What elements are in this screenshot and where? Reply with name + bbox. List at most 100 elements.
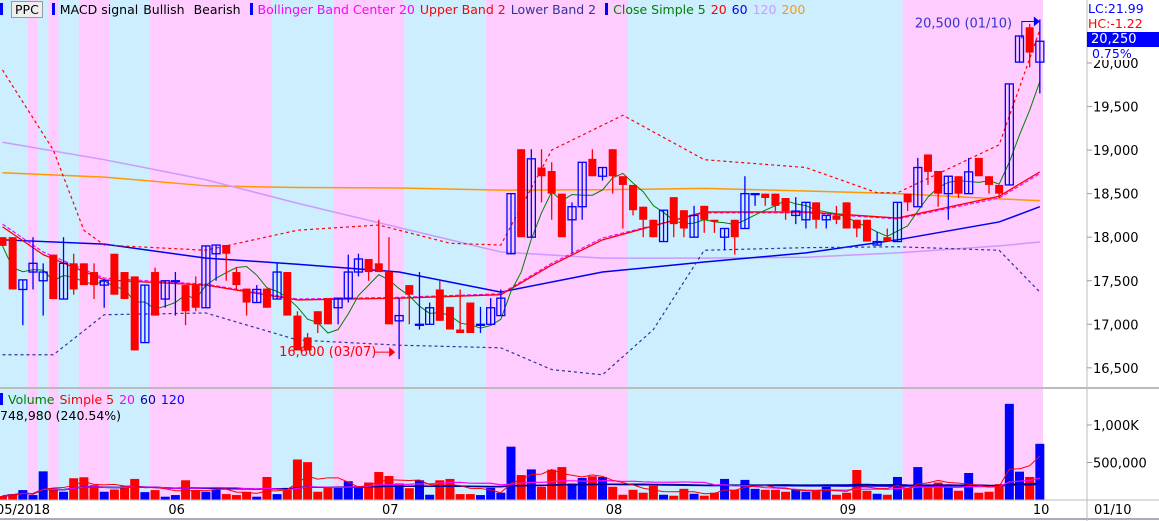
candle-down xyxy=(974,157,983,177)
price-tick-label: 17,000 xyxy=(1093,318,1139,333)
volume-bar xyxy=(394,483,404,500)
price-tick-label: 19,500 xyxy=(1093,101,1139,116)
legend-macd[interactable]: MACD signal xyxy=(59,2,139,17)
volume-bar xyxy=(465,494,475,500)
volume-bar xyxy=(770,489,780,500)
candle-up xyxy=(201,245,211,309)
candle-down xyxy=(262,288,271,308)
volume-bar xyxy=(496,492,506,500)
macd-region-bearish xyxy=(38,0,49,387)
price-legend: PPC MACD signal Bullish Bearish Bollinger… xyxy=(0,1,810,18)
legend-volume[interactable]: Volume xyxy=(8,392,55,407)
volume-bar xyxy=(130,478,140,500)
candle-down xyxy=(669,197,678,225)
volume-region-bearish xyxy=(38,389,49,500)
volume-bar xyxy=(557,467,567,500)
legend-vol-ma20: 20 xyxy=(119,392,136,407)
volume-bar xyxy=(689,493,699,500)
volume-bar xyxy=(801,491,811,500)
volume-bar xyxy=(709,492,719,500)
macd-region-bearish xyxy=(628,0,903,387)
volume-bar xyxy=(211,489,221,500)
legend-marker xyxy=(605,3,609,15)
candle-up xyxy=(28,262,38,273)
legend-bullish: Bullish xyxy=(143,2,185,17)
candle-up xyxy=(577,161,587,208)
volume-bar xyxy=(506,446,516,500)
candle-down xyxy=(313,311,322,325)
volume-bar xyxy=(618,494,628,500)
candle-up xyxy=(170,280,181,283)
volume-bar xyxy=(303,462,313,500)
candle-down xyxy=(364,258,373,273)
candle-down xyxy=(954,176,963,194)
volume-bar xyxy=(191,490,201,500)
macd-region-bearish xyxy=(272,0,334,387)
volume-bar xyxy=(475,495,485,500)
volume-bar xyxy=(242,491,252,500)
legend-vol-ma60: 60 xyxy=(140,392,156,407)
volume-bar xyxy=(231,495,241,500)
volume-region-bearish xyxy=(109,389,151,500)
candle-down xyxy=(700,205,709,220)
candle-up xyxy=(475,323,486,326)
volume-bar xyxy=(140,492,150,500)
candle-down xyxy=(374,263,383,273)
volume-bar xyxy=(89,485,99,500)
candle-down xyxy=(191,285,200,308)
volume-bar xyxy=(577,477,587,500)
volume-bar xyxy=(445,478,455,500)
volume-bar xyxy=(567,483,577,500)
volume-bar xyxy=(831,494,841,500)
candle-down xyxy=(466,302,475,334)
ma120-line xyxy=(2,141,1040,259)
candle-up xyxy=(750,192,760,196)
candle-up xyxy=(58,262,69,300)
symbol-button[interactable]: PPC xyxy=(11,1,43,18)
volume-bar xyxy=(679,488,689,500)
volume-bar xyxy=(648,485,658,500)
volume-bar xyxy=(486,487,496,500)
price-tick-label: 17,500 xyxy=(1093,275,1139,290)
volume-bar xyxy=(282,487,292,500)
volume-bar xyxy=(150,490,160,500)
candle-up xyxy=(252,288,262,304)
macd-region-bearish xyxy=(109,0,151,387)
volume-region-bearish xyxy=(58,389,79,500)
legend-bb-center[interactable]: Bollinger Band Center 20 xyxy=(257,2,415,17)
candle-down xyxy=(222,245,231,254)
candle-down xyxy=(69,263,78,290)
volume-bar xyxy=(353,486,363,500)
volume-bar xyxy=(537,486,547,500)
candle-down xyxy=(49,254,58,300)
candle-down xyxy=(618,176,627,185)
candle-down xyxy=(445,306,454,330)
candle-down xyxy=(883,237,892,242)
volume-bar xyxy=(882,494,892,500)
candle-down xyxy=(181,285,190,312)
candle-down xyxy=(679,210,688,229)
volume-region-bullish xyxy=(48,389,59,500)
legend-vol-ma120: 120 xyxy=(160,392,185,407)
last-volume: 748,980 (240.54%) xyxy=(0,408,122,423)
candle-up xyxy=(719,227,730,238)
volume-bar xyxy=(404,488,414,500)
volume-bar xyxy=(252,496,262,500)
hc-label: HC:-1.22 xyxy=(1088,16,1143,31)
legend-marker xyxy=(51,3,55,15)
volume-bar xyxy=(669,495,679,500)
candle-up xyxy=(353,258,364,273)
volume-bar xyxy=(750,488,760,500)
candle-up xyxy=(424,307,435,325)
candle-down xyxy=(771,193,780,206)
volume-bar xyxy=(781,491,791,500)
volume-ma5-line xyxy=(2,455,1041,497)
volume-region-bearish xyxy=(272,389,334,500)
candle-down xyxy=(995,184,1004,194)
legend-close-ma[interactable]: Close Simple 5 xyxy=(613,2,706,17)
macd-region-bearish xyxy=(0,0,29,387)
candle-down xyxy=(537,167,546,177)
volume-bar xyxy=(0,496,7,500)
high-arrow-icon xyxy=(1033,16,1040,27)
